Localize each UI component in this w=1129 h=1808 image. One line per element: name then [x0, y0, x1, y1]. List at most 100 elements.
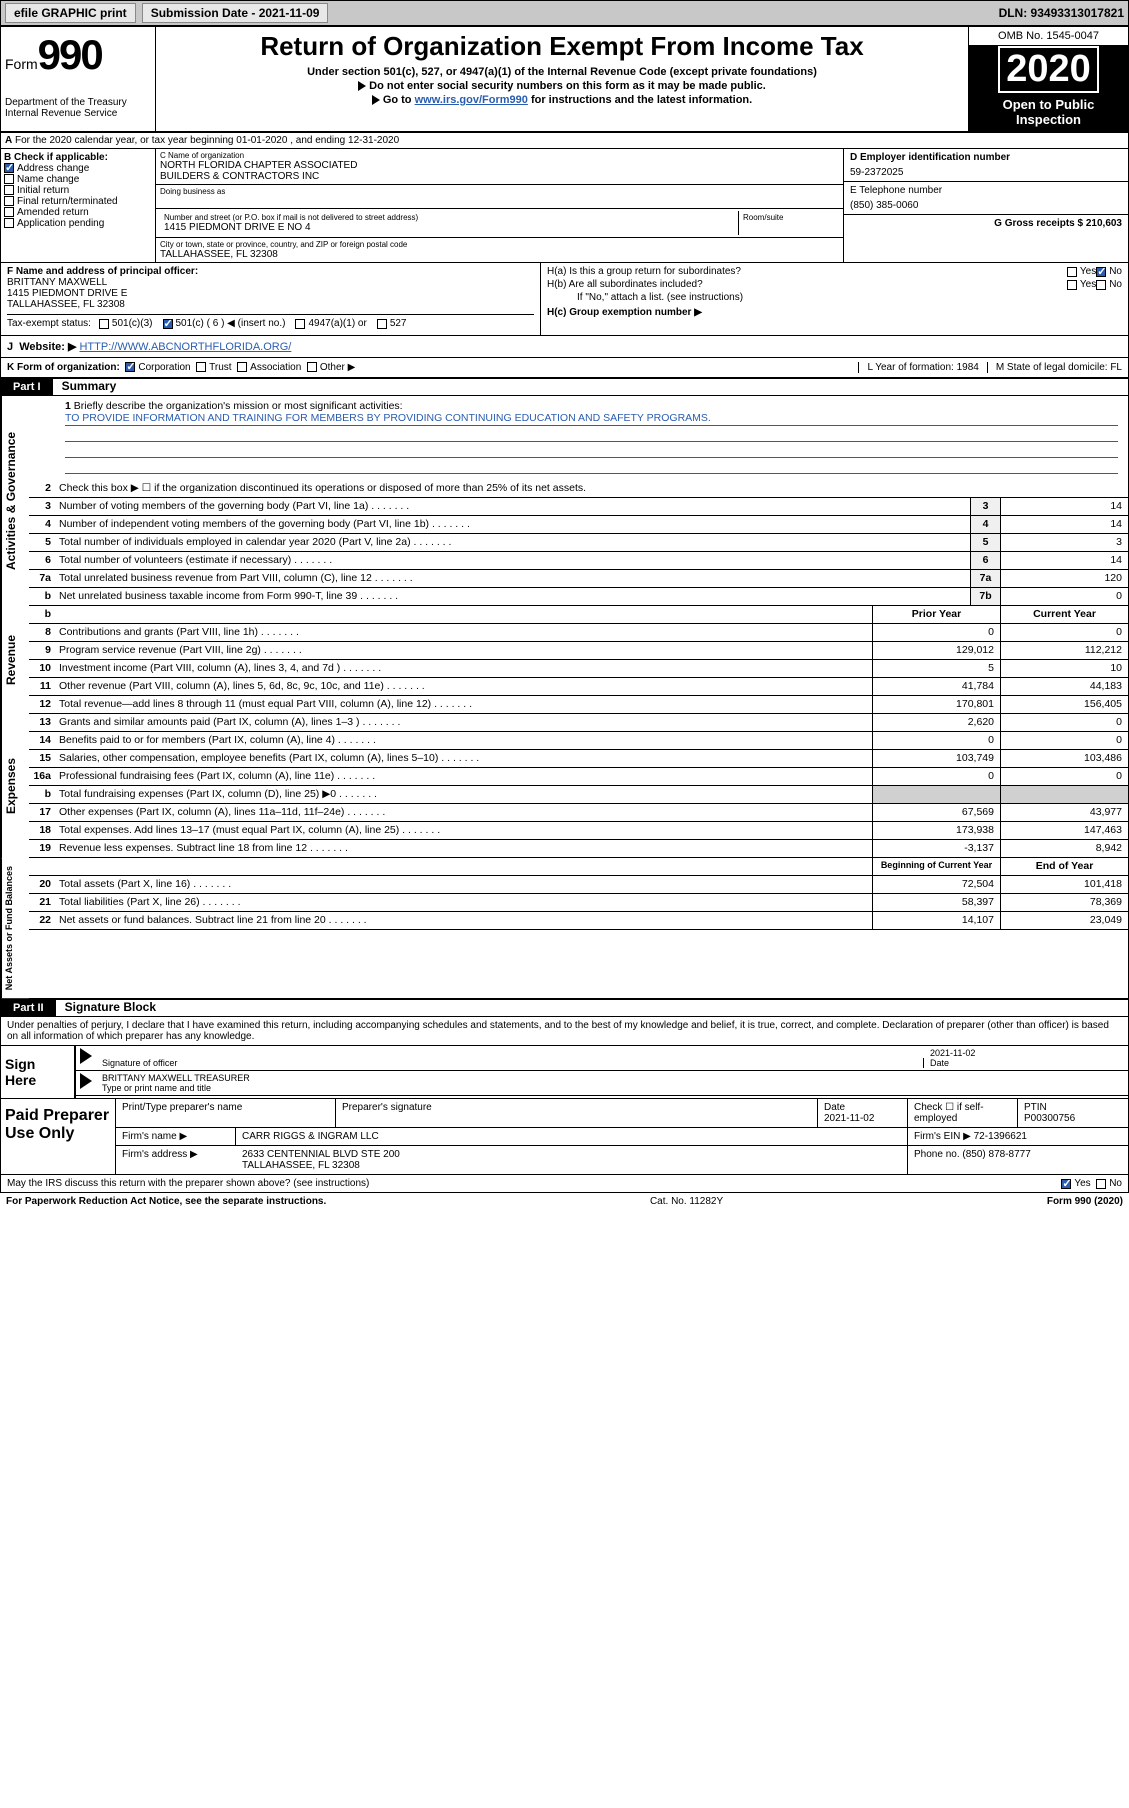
section-b-to-g: B Check if applicable: Address change Na…: [1, 149, 1128, 263]
column-h: H(a) Is this a group return for subordin…: [541, 263, 1128, 335]
check-trust[interactable]: [196, 362, 206, 372]
check-address-change[interactable]: [4, 163, 14, 173]
column-d-to-g: D Employer identification number 59-2372…: [843, 149, 1128, 262]
line-18: 18Total expenses. Add lines 13–17 (must …: [29, 822, 1128, 840]
form-header: Form990 Department of the Treasury Inter…: [1, 27, 1128, 133]
triangle-icon: [358, 81, 366, 91]
current-year-header: Current Year: [1000, 606, 1128, 623]
hb-yes[interactable]: [1067, 280, 1077, 290]
dept-label: Department of the Treasury Internal Reve…: [5, 97, 151, 119]
check-final-return[interactable]: [4, 196, 14, 206]
l-year-formation: L Year of formation: 1984: [858, 362, 978, 373]
line-17: 17Other expenses (Part IX, column (A), l…: [29, 804, 1128, 822]
line-b: bNet unrelated business taxable income f…: [29, 588, 1128, 606]
ha-yes[interactable]: [1067, 267, 1077, 277]
revenue-section: Revenue b Prior Year Current Year 8Contr…: [1, 606, 1128, 714]
row-a-tax-year: A For the 2020 calendar year, or tax yea…: [1, 133, 1128, 149]
revenue-header-row: b Prior Year Current Year: [29, 606, 1128, 624]
sign-date-label: Date: [930, 1058, 949, 1068]
firm-addr2: TALLAHASSEE, FL 32308: [242, 1160, 360, 1171]
sign-date: 2021-11-02: [930, 1048, 975, 1058]
tel-value: (850) 385-0060: [850, 200, 1122, 211]
ha-no[interactable]: [1096, 267, 1106, 277]
firm-ein-label: Firm's EIN ▶: [914, 1131, 971, 1142]
sign-here-label: Sign Here: [1, 1046, 76, 1098]
form-title: Return of Organization Exempt From Incom…: [164, 31, 960, 62]
hb-question: H(b) Are all subordinates included?: [547, 279, 1067, 290]
check-501c[interactable]: [163, 319, 173, 329]
line-22: 22Net assets or fund balances. Subtract …: [29, 912, 1128, 930]
line-2: 2 Check this box ▶ ☐ if the organization…: [29, 480, 1128, 498]
beginning-year-header: Beginning of Current Year: [872, 858, 1000, 875]
check-4947[interactable]: [295, 319, 305, 329]
officer-name: BRITTANY MAXWELL: [7, 277, 534, 288]
form-ref: Form 990 (2020): [1047, 1196, 1123, 1207]
discuss-yes[interactable]: [1061, 1179, 1071, 1189]
prep-name-header: Print/Type preparer's name: [116, 1099, 336, 1127]
line-9: 9Program service revenue (Part VIII, lin…: [29, 642, 1128, 660]
end-year-header: End of Year: [1000, 858, 1128, 875]
header-right: OMB No. 1545-0047 2020 Open to Public In…: [968, 27, 1128, 131]
org-name-label: C Name of organization: [160, 151, 839, 160]
form-990: Form990 Department of the Treasury Inter…: [0, 26, 1129, 1193]
phone-value: (850) 878-8777: [962, 1149, 1030, 1160]
check-association[interactable]: [237, 362, 247, 372]
ptin-label: PTIN: [1024, 1102, 1047, 1113]
mission-block: 1 Briefly describe the organization's mi…: [29, 396, 1128, 480]
form-subtitle-2: Do not enter social security numbers on …: [164, 80, 960, 92]
tel-label: E Telephone number: [850, 185, 1122, 196]
discuss-row: May the IRS discuss this return with the…: [1, 1174, 1128, 1192]
omb-number: OMB No. 1545-0047: [969, 27, 1128, 46]
activities-governance-section: Activities & Governance 1 Briefly descri…: [1, 396, 1128, 606]
phone-label: Phone no.: [914, 1149, 960, 1160]
officer-label: F Name and address of principal officer:: [7, 266, 534, 277]
part-1-header: Part I Summary: [1, 379, 1128, 396]
section-f-h: F Name and address of principal officer:…: [1, 263, 1128, 336]
check-corporation[interactable]: [125, 362, 135, 372]
website-link[interactable]: HTTP://WWW.ABCNORTHFLORIDA.ORG/: [79, 341, 291, 353]
check-application-pending[interactable]: [4, 218, 14, 228]
submission-date-button[interactable]: Submission Date - 2021-11-09: [142, 3, 329, 23]
k-label: K Form of organization:: [7, 362, 120, 373]
firm-ein: 72-1396621: [974, 1131, 1027, 1142]
line-3: 3Number of voting members of the governi…: [29, 498, 1128, 516]
efile-print-button[interactable]: efile GRAPHIC print: [5, 3, 136, 23]
column-f-officer: F Name and address of principal officer:…: [1, 263, 541, 335]
firm-addr: 2633 CENTENNIAL BLVD STE 200: [242, 1149, 400, 1160]
part-2-badge: Part II: [1, 1000, 56, 1016]
signature-of-officer-label: Signature of officer: [102, 1058, 917, 1068]
part-1-badge: Part I: [1, 379, 53, 395]
column-b-checkboxes: B Check if applicable: Address change Na…: [1, 149, 156, 262]
triangle-icon: [372, 95, 380, 105]
prep-date-label: Date: [824, 1102, 845, 1113]
arrow-icon: [80, 1048, 92, 1064]
check-501c3[interactable]: [99, 319, 109, 329]
dln-label: DLN: 93493313017821: [999, 6, 1124, 20]
line-10: 10Investment income (Part VIII, column (…: [29, 660, 1128, 678]
check-initial-return[interactable]: [4, 185, 14, 195]
line-b: bTotal fundraising expenses (Part IX, co…: [29, 786, 1128, 804]
column-c-org-info: C Name of organization NORTH FLORIDA CHA…: [156, 149, 843, 262]
hb-no[interactable]: [1096, 280, 1106, 290]
line-11: 11Other revenue (Part VIII, column (A), …: [29, 678, 1128, 696]
prior-year-header: Prior Year: [872, 606, 1000, 623]
line-14: 14Benefits paid to or for members (Part …: [29, 732, 1128, 750]
irs-link[interactable]: www.irs.gov/Form990: [415, 94, 528, 106]
discuss-question: May the IRS discuss this return with the…: [7, 1178, 369, 1189]
header-center: Return of Organization Exempt From Incom…: [156, 27, 968, 131]
discuss-no[interactable]: [1096, 1179, 1106, 1189]
sign-here-block: Sign Here Signature of officer 2021-11-0…: [1, 1045, 1128, 1098]
officer-addr2: TALLAHASSEE, FL 32308: [7, 299, 534, 310]
check-name-change[interactable]: [4, 174, 14, 184]
line-12: 12Total revenue—add lines 8 through 11 (…: [29, 696, 1128, 714]
top-toolbar: efile GRAPHIC print Submission Date - 20…: [0, 0, 1129, 26]
officer-addr1: 1415 PIEDMONT DRIVE E: [7, 288, 534, 299]
ein-value: 59-2372025: [850, 167, 1122, 178]
firm-name: CARR RIGGS & INGRAM LLC: [236, 1128, 908, 1145]
check-527[interactable]: [377, 319, 387, 329]
check-other[interactable]: [307, 362, 317, 372]
cat-number: Cat. No. 11282Y: [650, 1196, 723, 1207]
room-label: Room/suite: [743, 213, 835, 222]
line-15: 15Salaries, other compensation, employee…: [29, 750, 1128, 768]
check-amended[interactable]: [4, 207, 14, 217]
